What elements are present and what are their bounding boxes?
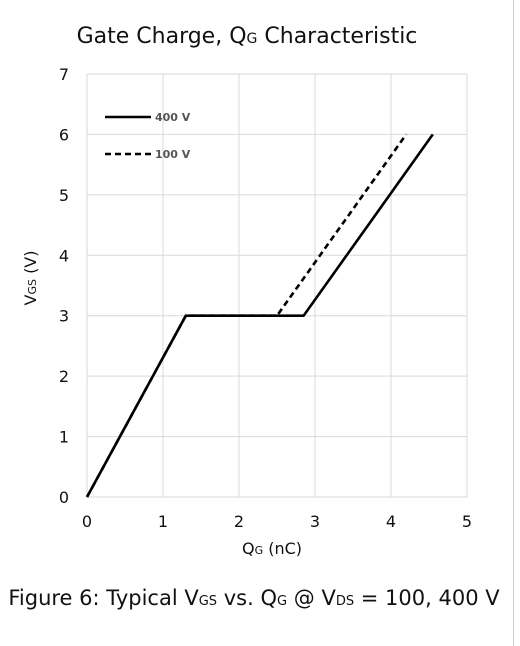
grid-lines (86, 73, 468, 498)
x-tick-label: 3 (310, 512, 320, 531)
y-tick-labels: 0 1 2 3 4 5 6 7 (59, 65, 69, 507)
y-tick-label: 3 (59, 307, 69, 326)
y-tick-label: 7 (59, 65, 69, 84)
figure-caption: Figure 6: Typical VGS vs. QG @ VDS = 100… (8, 586, 500, 610)
y-tick-label: 0 (59, 488, 69, 507)
y-tick-label: 4 (59, 246, 69, 265)
x-tick-label: 0 (82, 512, 92, 531)
y-tick-label: 2 (59, 367, 69, 386)
x-tick-label: 2 (234, 512, 244, 531)
page-border (513, 0, 514, 646)
chart-title: Gate Charge, QG Characteristic (77, 24, 418, 49)
x-tick-label: 5 (462, 512, 472, 531)
x-tick-labels: 0 1 2 3 4 5 (82, 512, 472, 531)
legend-label: 400 V (155, 111, 191, 124)
series-line-400v (85, 133, 434, 498)
legend-label: 100 V (155, 148, 191, 161)
x-tick-label: 4 (386, 512, 396, 531)
y-tick-label: 6 (59, 125, 69, 144)
y-tick-label: 1 (59, 428, 69, 447)
y-axis-label: VGS (V) (21, 251, 40, 306)
series-lines (85, 133, 434, 498)
x-tick-label: 1 (158, 512, 168, 531)
x-axis-label: QG (nC) (242, 539, 302, 558)
y-tick-label: 5 (59, 186, 69, 205)
legend: 400 V 100 V (105, 111, 191, 161)
